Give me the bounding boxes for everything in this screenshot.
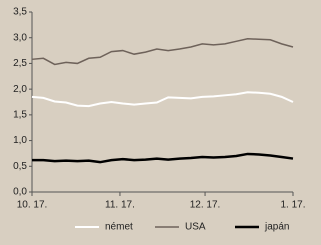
- legend-label: USA: [185, 222, 206, 233]
- y-tick-label: 1,5: [13, 109, 27, 120]
- x-tick-label: 11. 17.: [105, 200, 135, 211]
- y-tick-label: 3,5: [13, 7, 27, 18]
- y-tick-label: 0,0: [13, 187, 27, 198]
- series-line: [31, 91, 294, 108]
- legend-label: japán: [264, 222, 289, 233]
- y-tick-label: 1,0: [13, 135, 27, 146]
- series-line: [31, 37, 294, 66]
- y-tick-label: 2,0: [13, 84, 27, 95]
- x-tick-label: 1. 17.: [280, 200, 305, 211]
- x-tick-label: 10. 17.: [17, 200, 48, 211]
- series-line: [32, 152, 294, 164]
- legend-label: német: [105, 222, 133, 233]
- x-tick-label: 12. 17.: [190, 200, 221, 211]
- y-tick-label: 2,5: [13, 58, 27, 69]
- y-tick-label: 3,0: [13, 32, 27, 43]
- y-tick-label: 0,5: [13, 161, 27, 172]
